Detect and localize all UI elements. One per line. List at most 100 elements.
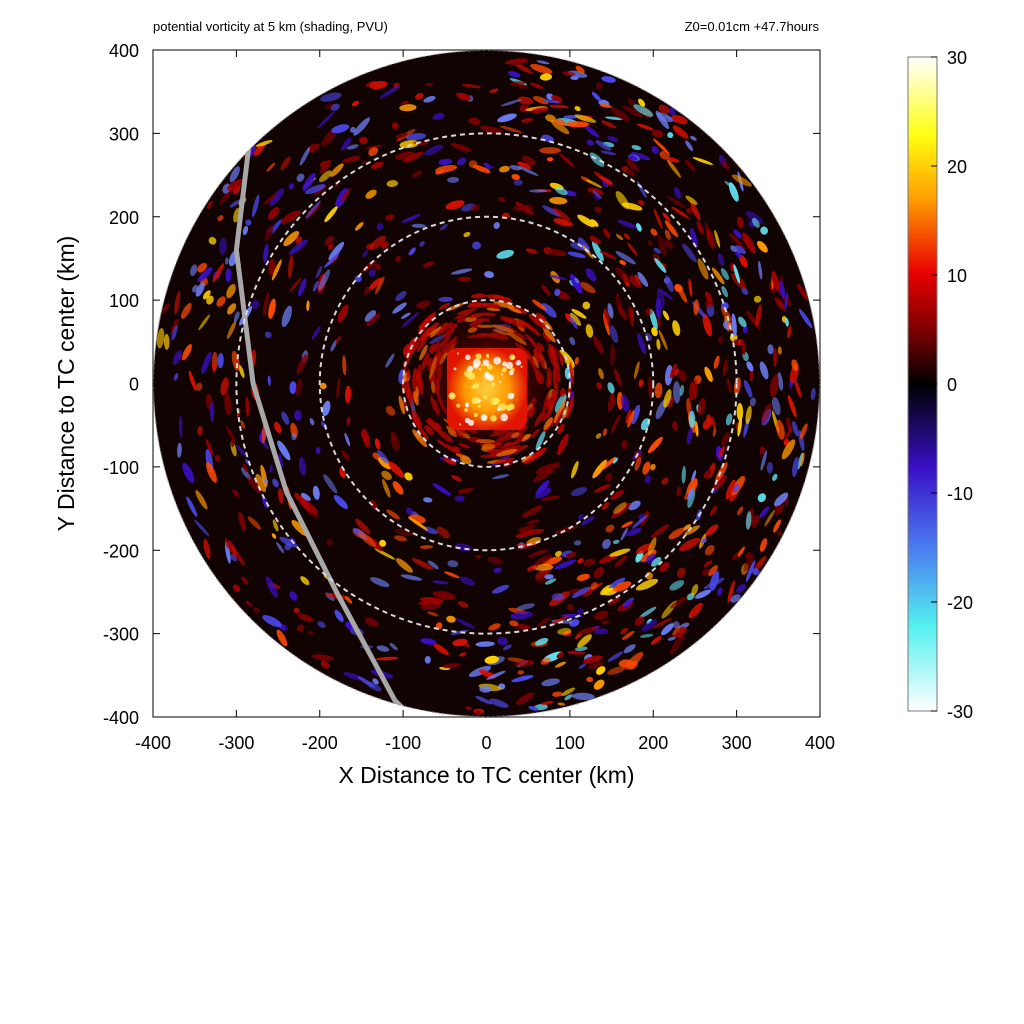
pv-filament [457,487,474,494]
pv-filament [404,472,413,481]
x-tick-label: 300 [722,733,752,753]
pv-filament [340,188,351,202]
pv-filament [517,161,532,170]
pv-filament [637,271,649,287]
pv-filament [262,292,270,316]
pv-filament [400,101,409,105]
pv-filament [733,264,741,284]
pv-filament [366,313,381,327]
pv-filament [294,410,302,421]
pv-filament [628,155,638,161]
pv-filament [205,438,214,456]
pv-filament [192,284,198,293]
pv-filament [668,107,676,116]
pv-inner-filament [438,302,451,310]
pv-filament [637,333,646,355]
pv-filament [334,182,339,188]
pv-filament [386,509,400,520]
core-speckle [486,356,489,359]
pv-filament [458,601,469,608]
pv-filament [451,268,473,275]
pv-filament [589,152,605,167]
pv-filament [415,92,424,100]
pv-filament [245,600,253,608]
pv-filament [513,62,533,74]
pv-filament [214,454,221,462]
pv-filament [600,150,617,156]
core-speckle [493,356,502,365]
pv-filament [593,171,613,187]
y-tick-label: -300 [103,625,139,645]
pv-filament [488,623,501,631]
pv-filament [770,374,779,398]
pv-filament [479,685,492,693]
pv-filament [408,516,428,531]
pv-filament [374,548,396,560]
pv-filament [470,204,480,212]
pv-filament [423,96,436,103]
pv-filament [497,113,517,123]
pv-filament [573,540,582,546]
pv-filament [752,217,760,228]
pv-filament [556,652,565,659]
pv-filament [435,169,446,175]
pv-filament [577,558,584,564]
pv-filament [623,599,632,608]
pv-filament [333,495,348,509]
pv-filament [255,473,267,493]
pv-filament [799,423,808,439]
pv-filament [670,363,677,379]
pv-filament [651,146,659,154]
pv-filament [727,580,735,603]
pv-filament [297,624,305,632]
pv-filament [401,214,421,223]
x-tick-label: -400 [135,733,171,753]
pv-filament [537,617,550,627]
pv-inner-filament [471,293,486,299]
pv-filament [592,459,608,479]
pv-filament [269,464,273,473]
pv-filament [673,186,682,199]
pv-filament [628,500,641,511]
pv-filament [662,310,670,321]
pv-filament [774,492,789,507]
range-ring-200km [318,215,655,552]
x-axis: -400 -300 -200 -100 0 100 200 300 400 [135,50,835,753]
pv-filament [458,276,472,282]
pv-filament [385,405,396,416]
pv-filament [298,613,314,623]
pv-filament [595,140,612,151]
pv-filament [549,104,569,109]
pv-filament [586,676,594,683]
pv-filament [667,132,674,139]
pv-filament [451,475,462,482]
pv-filament [594,206,602,213]
pv-filament [612,539,620,545]
pv-filament [653,618,672,629]
pv-filament [427,560,439,570]
core-speckle [475,353,482,360]
colorbar-tick-label: -20 [947,593,973,613]
pv-filament [626,528,642,536]
pv-filament [306,300,310,312]
pv-filament [696,220,704,235]
pv-filament [528,706,539,711]
pv-filament [369,80,388,90]
pv-filament [307,143,320,153]
core-speckle [464,408,468,412]
pv-filament [661,477,669,485]
pv-filament [702,418,713,430]
pv-filament [319,170,332,183]
pv-filament [195,490,208,510]
pv-filament [342,156,361,163]
pv-filament [631,151,651,161]
pv-filament [484,271,495,278]
pv-filament [623,644,636,654]
pv-filament [516,692,535,705]
pv-filament [554,661,567,668]
pv-filament [372,678,379,685]
pv-filament [458,642,471,647]
pv-filament [272,219,282,234]
pv-filament [385,214,395,221]
pv-filament [672,125,689,139]
